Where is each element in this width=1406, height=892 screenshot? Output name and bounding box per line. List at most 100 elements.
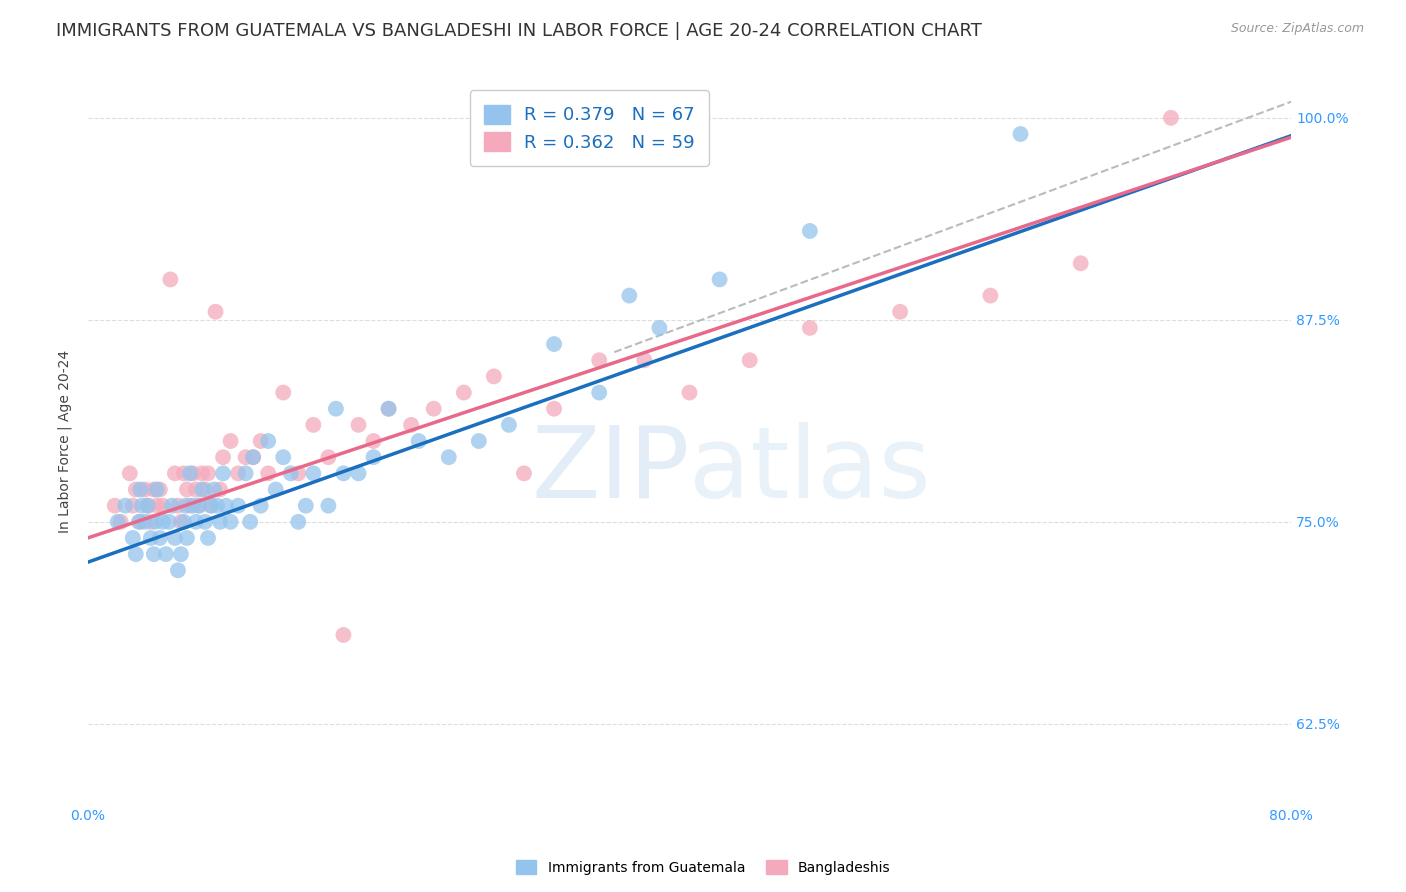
- Point: [588, 353, 610, 368]
- Point: [149, 483, 172, 497]
- Point: [332, 467, 354, 481]
- Point: [188, 499, 211, 513]
- Point: [170, 547, 193, 561]
- Point: [633, 353, 655, 368]
- Point: [648, 321, 671, 335]
- Point: [146, 499, 169, 513]
- Point: [142, 483, 165, 497]
- Point: [163, 467, 186, 481]
- Point: [176, 483, 198, 497]
- Point: [131, 499, 153, 513]
- Point: [200, 499, 222, 513]
- Point: [408, 434, 430, 448]
- Point: [399, 417, 422, 432]
- Point: [235, 467, 257, 481]
- Point: [709, 272, 731, 286]
- Point: [347, 467, 370, 481]
- Point: [318, 499, 340, 513]
- Point: [453, 385, 475, 400]
- Point: [205, 499, 228, 513]
- Point: [215, 499, 238, 513]
- Point: [257, 467, 280, 481]
- Point: [1160, 111, 1182, 125]
- Point: [181, 499, 204, 513]
- Point: [194, 515, 217, 529]
- Point: [513, 467, 536, 481]
- Point: [125, 547, 148, 561]
- Point: [184, 515, 207, 529]
- Point: [184, 483, 207, 497]
- Point: [194, 483, 217, 497]
- Point: [142, 547, 165, 561]
- Point: [295, 499, 318, 513]
- Point: [271, 450, 294, 465]
- Point: [482, 369, 505, 384]
- Legend: R = 0.379   N = 67, R = 0.362   N = 59: R = 0.379 N = 67, R = 0.362 N = 59: [470, 90, 709, 166]
- Point: [287, 467, 309, 481]
- Point: [174, 499, 197, 513]
- Point: [1070, 256, 1092, 270]
- Point: [377, 401, 399, 416]
- Point: [979, 288, 1001, 302]
- Point: [889, 304, 911, 318]
- Point: [202, 483, 225, 497]
- Point: [619, 288, 641, 302]
- Point: [377, 401, 399, 416]
- Point: [239, 515, 262, 529]
- Point: [226, 467, 249, 481]
- Point: [325, 401, 347, 416]
- Point: [204, 304, 226, 318]
- Point: [498, 417, 520, 432]
- Point: [173, 467, 195, 481]
- Point: [159, 272, 181, 286]
- Point: [139, 515, 162, 529]
- Text: atlas: atlas: [689, 422, 931, 518]
- Point: [143, 515, 166, 529]
- Point: [738, 353, 761, 368]
- Point: [134, 515, 156, 529]
- Point: [118, 467, 141, 481]
- Point: [363, 450, 385, 465]
- Point: [332, 628, 354, 642]
- Point: [235, 450, 257, 465]
- Point: [280, 467, 302, 481]
- Point: [468, 434, 491, 448]
- Point: [129, 483, 152, 497]
- Point: [219, 434, 242, 448]
- Point: [128, 515, 150, 529]
- Point: [543, 337, 565, 351]
- Point: [347, 417, 370, 432]
- Point: [104, 499, 127, 513]
- Point: [543, 401, 565, 416]
- Point: [146, 483, 169, 497]
- Point: [155, 547, 177, 561]
- Point: [191, 467, 214, 481]
- Text: ZIP: ZIP: [531, 422, 689, 518]
- Point: [209, 515, 232, 529]
- Point: [149, 531, 172, 545]
- Point: [167, 499, 190, 513]
- Point: [163, 531, 186, 545]
- Point: [422, 401, 444, 416]
- Point: [249, 499, 271, 513]
- Point: [139, 531, 162, 545]
- Point: [318, 450, 340, 465]
- Legend: Immigrants from Guatemala, Bangladeshis: Immigrants from Guatemala, Bangladeshis: [510, 855, 896, 880]
- Point: [242, 450, 264, 465]
- Point: [437, 450, 460, 465]
- Point: [157, 515, 180, 529]
- Point: [302, 417, 325, 432]
- Point: [1010, 127, 1032, 141]
- Point: [188, 499, 211, 513]
- Point: [242, 450, 264, 465]
- Point: [363, 434, 385, 448]
- Point: [249, 434, 271, 448]
- Point: [160, 499, 183, 513]
- Point: [588, 385, 610, 400]
- Point: [264, 483, 287, 497]
- Point: [173, 515, 195, 529]
- Point: [121, 531, 143, 545]
- Point: [152, 515, 174, 529]
- Point: [302, 467, 325, 481]
- Point: [107, 515, 129, 529]
